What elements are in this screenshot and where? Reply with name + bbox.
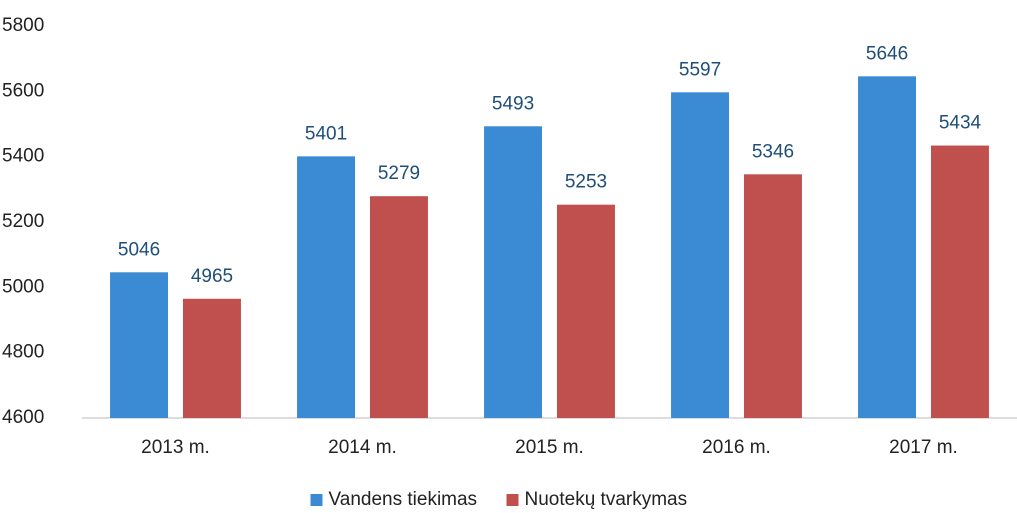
x-tick-label: 2016 m. [702, 437, 771, 458]
value-label: 5434 [939, 113, 982, 134]
bar [182, 298, 241, 418]
bar [556, 204, 615, 418]
legend-swatch [506, 494, 519, 506]
legend-label: Nuotekų tvarkymas [525, 489, 688, 510]
bar [858, 76, 917, 418]
bar [297, 156, 356, 418]
bar [930, 145, 989, 418]
y-tick-label: 5200 [2, 211, 44, 232]
value-label: 4965 [191, 266, 233, 287]
x-tick-label: 2017 m. [889, 437, 958, 458]
value-label: 5253 [565, 172, 607, 193]
value-label: 5493 [492, 93, 534, 114]
x-tick-label: 2013 m. [141, 437, 210, 458]
y-tick-label: 5000 [2, 276, 44, 297]
bar [369, 196, 428, 418]
value-label: 5346 [752, 141, 794, 162]
value-label: 5597 [679, 59, 721, 80]
y-tick-label: 5600 [2, 80, 44, 101]
bar [671, 92, 730, 419]
value-label: 5401 [305, 123, 347, 144]
y-tick-label: 4800 [2, 342, 44, 363]
y-tick-label: 4600 [2, 407, 44, 428]
legend-swatch [310, 494, 323, 506]
x-tick-label: 2014 m. [328, 437, 397, 458]
value-label: 5646 [866, 43, 908, 64]
bar [110, 272, 169, 418]
x-tick-label: 2015 m. [515, 437, 584, 458]
value-label: 5279 [378, 163, 420, 184]
legend-label: Vandens tiekimas [329, 489, 478, 510]
bar [484, 126, 543, 418]
y-tick-label: 5800 [2, 15, 44, 36]
bar [743, 174, 802, 418]
value-label: 5046 [118, 239, 160, 260]
y-tick-label: 5400 [2, 146, 44, 167]
